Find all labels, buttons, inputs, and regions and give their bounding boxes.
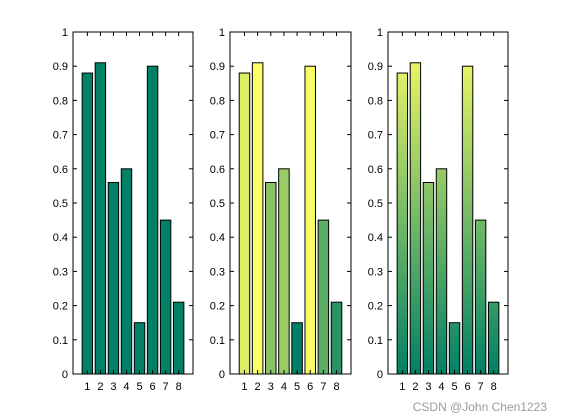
- y-tick-label: 0.9: [210, 61, 225, 73]
- y-tick-label: 0.8: [210, 95, 225, 107]
- y-tick-label: 0.2: [368, 301, 383, 313]
- bar-8: [330, 301, 343, 375]
- bar-3: [107, 181, 120, 375]
- bar-7: [474, 219, 487, 375]
- y-tick-label: 0.1: [210, 335, 225, 347]
- x-tick-label: 8: [176, 381, 182, 393]
- y-tick-label: 0.8: [53, 95, 68, 107]
- x-tick-label: 8: [333, 381, 339, 393]
- y-tick-label: 0.3: [210, 266, 225, 278]
- x-tick-label: 4: [438, 381, 444, 393]
- x-tick-label: 8: [491, 381, 497, 393]
- bar-2: [409, 62, 422, 375]
- y-tick-label: 0.1: [368, 335, 383, 347]
- y-tick-label: 0: [377, 369, 383, 381]
- x-tick-label: 4: [123, 381, 129, 393]
- x-tick-label: 1: [399, 381, 405, 393]
- y-tick-label: 0: [219, 369, 225, 381]
- axes-panel-1: 00.10.20.30.40.50.60.70.80.911 2 3 4 5 6 7 8: [53, 27, 194, 393]
- x-tick-label: 2: [97, 381, 103, 393]
- y-tick-label: 0.5: [368, 198, 383, 210]
- bar-6: [146, 65, 159, 375]
- x-tick-label: 5: [451, 381, 457, 393]
- x-tick-label: 4: [281, 381, 287, 393]
- y-tick-label: 0.7: [368, 130, 383, 142]
- bar-5: [133, 322, 146, 375]
- x-tick-label: 5: [294, 381, 300, 393]
- bar-3: [422, 181, 435, 375]
- y-tick-label: 0.9: [368, 61, 383, 73]
- y-tick-label: 0.2: [53, 301, 68, 313]
- x-tick-label: 3: [425, 381, 431, 393]
- y-tick-label: 0.5: [53, 198, 68, 210]
- bar-5: [448, 322, 461, 375]
- watermark-text: CSDN @John Chen1223: [412, 400, 547, 414]
- y-tick-label: 1: [62, 27, 68, 39]
- x-tick-label: 3: [268, 381, 274, 393]
- y-tick-label: 1: [377, 27, 383, 39]
- bar-7: [317, 219, 330, 375]
- bar-4: [435, 168, 448, 375]
- x-tick-label: 7: [320, 381, 326, 393]
- x-tick-label: 7: [163, 381, 169, 393]
- y-tick-label: 0.1: [53, 335, 68, 347]
- bar-1: [81, 72, 94, 375]
- x-tick-label: 1: [84, 381, 90, 393]
- x-tick-label: 6: [150, 381, 156, 393]
- y-tick-label: 0.4: [53, 232, 68, 244]
- bar-6: [461, 65, 474, 375]
- y-tick-label: 0.6: [210, 164, 225, 176]
- x-tick-label: 2: [255, 381, 261, 393]
- y-tick-label: 0.4: [368, 232, 383, 244]
- y-tick-label: 0.2: [210, 301, 225, 313]
- bar-4: [278, 168, 290, 375]
- axes-panel-2: 00.10.20.30.40.50.60.70.80.911 2 3 4 5 6 7 8: [210, 27, 352, 393]
- bar-2: [94, 62, 107, 375]
- y-tick-label: 0.6: [368, 164, 383, 176]
- x-tick-label: 5: [136, 381, 142, 393]
- bar-4: [120, 168, 133, 375]
- bar-8: [487, 301, 500, 375]
- y-tick-label: 0.3: [368, 266, 383, 278]
- bar-8: [172, 301, 185, 375]
- x-tick-label: 6: [307, 381, 313, 393]
- y-tick-label: 0.8: [368, 95, 383, 107]
- x-tick-label: 7: [478, 381, 484, 393]
- y-tick-label: 0.9: [53, 61, 68, 73]
- y-tick-label: 0.3: [53, 266, 68, 278]
- y-tick-label: 0: [62, 369, 68, 381]
- bar-7: [159, 219, 172, 375]
- bar-2: [251, 62, 264, 375]
- y-tick-label: 0.7: [210, 130, 225, 142]
- x-tick-label: 3: [110, 381, 116, 393]
- bar-6: [304, 65, 316, 375]
- y-tick-label: 0.6: [53, 164, 68, 176]
- axes-panel-3: 00.10.20.30.40.50.60.70.80.911 2 3 4 5 6 7 8: [368, 27, 509, 393]
- y-tick-label: 1: [219, 27, 225, 39]
- bar-1: [396, 72, 409, 375]
- y-tick-label: 0.7: [53, 130, 68, 142]
- bar-3: [265, 181, 277, 375]
- x-tick-label: 1: [241, 381, 247, 393]
- y-tick-label: 0.4: [210, 232, 225, 244]
- bar-1: [238, 72, 251, 375]
- bar-5: [291, 322, 303, 375]
- x-tick-label: 6: [465, 381, 471, 393]
- y-tick-label: 0.5: [210, 198, 225, 210]
- x-tick-label: 2: [412, 381, 418, 393]
